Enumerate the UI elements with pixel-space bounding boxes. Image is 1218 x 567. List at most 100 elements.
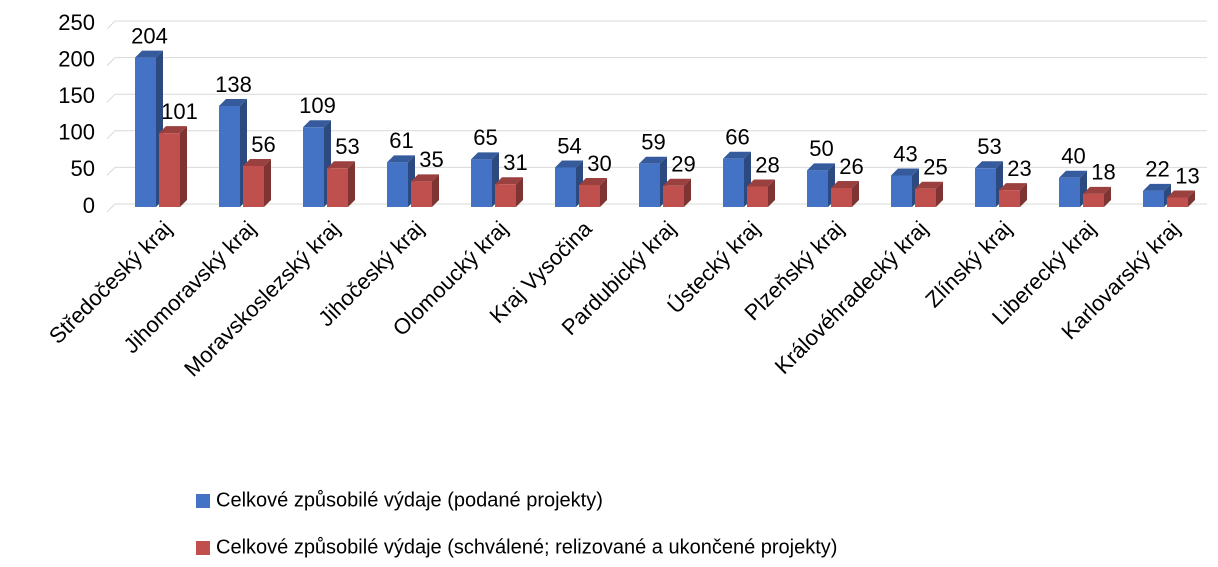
bar-front (219, 105, 240, 207)
bar-front (555, 167, 576, 207)
value-label: 65 (473, 125, 497, 150)
bar-front (579, 185, 600, 207)
value-label: 25 (923, 155, 947, 180)
value-label: 31 (503, 150, 527, 175)
bar (1083, 186, 1111, 207)
bar-front (975, 168, 996, 207)
bar-front (159, 133, 180, 207)
bar-front (639, 163, 660, 207)
bar (975, 161, 1003, 207)
bar-front (1059, 177, 1080, 207)
bar-top (915, 181, 943, 189)
value-label: 61 (389, 128, 413, 153)
bar (891, 168, 919, 207)
bar-top (135, 50, 163, 58)
value-label: 50 (809, 136, 833, 161)
bar-top (975, 161, 1003, 169)
bar-front (135, 57, 156, 208)
value-label: 204 (131, 23, 168, 48)
bar (579, 178, 607, 207)
bar (243, 159, 271, 207)
bar-top (639, 156, 667, 164)
value-label: 28 (755, 152, 779, 177)
value-label: 29 (671, 152, 695, 177)
bar-top (327, 161, 355, 169)
bar-top (555, 160, 583, 168)
value-label: 66 (725, 125, 749, 150)
value-label: 43 (893, 141, 917, 166)
bar-top (891, 168, 919, 176)
bar-top (1059, 170, 1087, 178)
bar (723, 151, 751, 207)
value-label: 59 (641, 130, 665, 155)
value-label: 54 (557, 133, 581, 158)
bar-top (723, 151, 751, 159)
bar-front (807, 170, 828, 207)
bar-front (663, 185, 684, 207)
bar (387, 155, 415, 207)
value-label: 35 (419, 147, 443, 172)
bar-front (1143, 190, 1164, 207)
bar-top (243, 159, 271, 167)
legend-label: Celkové způsobilé výdaje (podané projekt… (216, 489, 603, 511)
value-label: 109 (299, 93, 336, 118)
bar-top (579, 178, 607, 186)
bar (831, 180, 859, 207)
bar-front (495, 184, 516, 207)
bar-front (891, 175, 912, 207)
bar-top (303, 120, 331, 128)
bar-top (807, 163, 835, 171)
bar-side (1104, 186, 1111, 207)
bar-front (999, 190, 1020, 207)
bar-front (387, 162, 408, 207)
bar-top (411, 174, 439, 182)
bar-front (471, 159, 492, 207)
bar-side (936, 181, 943, 207)
bar-front (831, 187, 852, 207)
bar (135, 50, 163, 208)
bar-top (495, 177, 523, 185)
value-label: 138 (215, 72, 252, 97)
bar-side (768, 179, 775, 207)
bar-top (747, 179, 775, 187)
bar (915, 181, 943, 207)
bar-side (684, 178, 691, 207)
bar-top (1083, 186, 1111, 194)
value-label: 23 (1007, 156, 1031, 181)
bar-top (1167, 190, 1195, 198)
grid-line (106, 57, 1207, 66)
y-tick-label: 100 (58, 120, 95, 145)
bar-front (411, 181, 432, 207)
bar (555, 160, 583, 207)
legend-swatch (196, 541, 210, 555)
y-tick-label: 150 (58, 83, 95, 108)
bar (663, 178, 691, 207)
bar (1143, 183, 1171, 207)
value-label: 53 (977, 134, 1001, 159)
bar-top (831, 180, 859, 188)
bar (1167, 190, 1195, 207)
x-tick-label: Moravskoslezský kraj (179, 216, 344, 381)
value-label: 18 (1091, 160, 1115, 185)
bar-top (1143, 183, 1171, 191)
bar (639, 156, 667, 207)
value-label: 101 (161, 99, 198, 124)
bar (219, 98, 247, 207)
bar-front (1167, 197, 1188, 207)
value-label: 30 (587, 151, 611, 176)
bar-top (387, 155, 415, 163)
bar (747, 179, 775, 207)
bar-side (264, 159, 271, 207)
bar-front (915, 188, 936, 207)
y-tick-label: 50 (71, 156, 95, 181)
bar-side (516, 177, 523, 207)
bar-side (180, 126, 187, 207)
bar (495, 177, 523, 207)
bar-front (327, 168, 348, 207)
value-label: 53 (335, 134, 359, 159)
grid-line (106, 166, 1207, 176)
bar-front (723, 158, 744, 207)
bar-front (747, 186, 768, 207)
value-label: 26 (839, 154, 863, 179)
